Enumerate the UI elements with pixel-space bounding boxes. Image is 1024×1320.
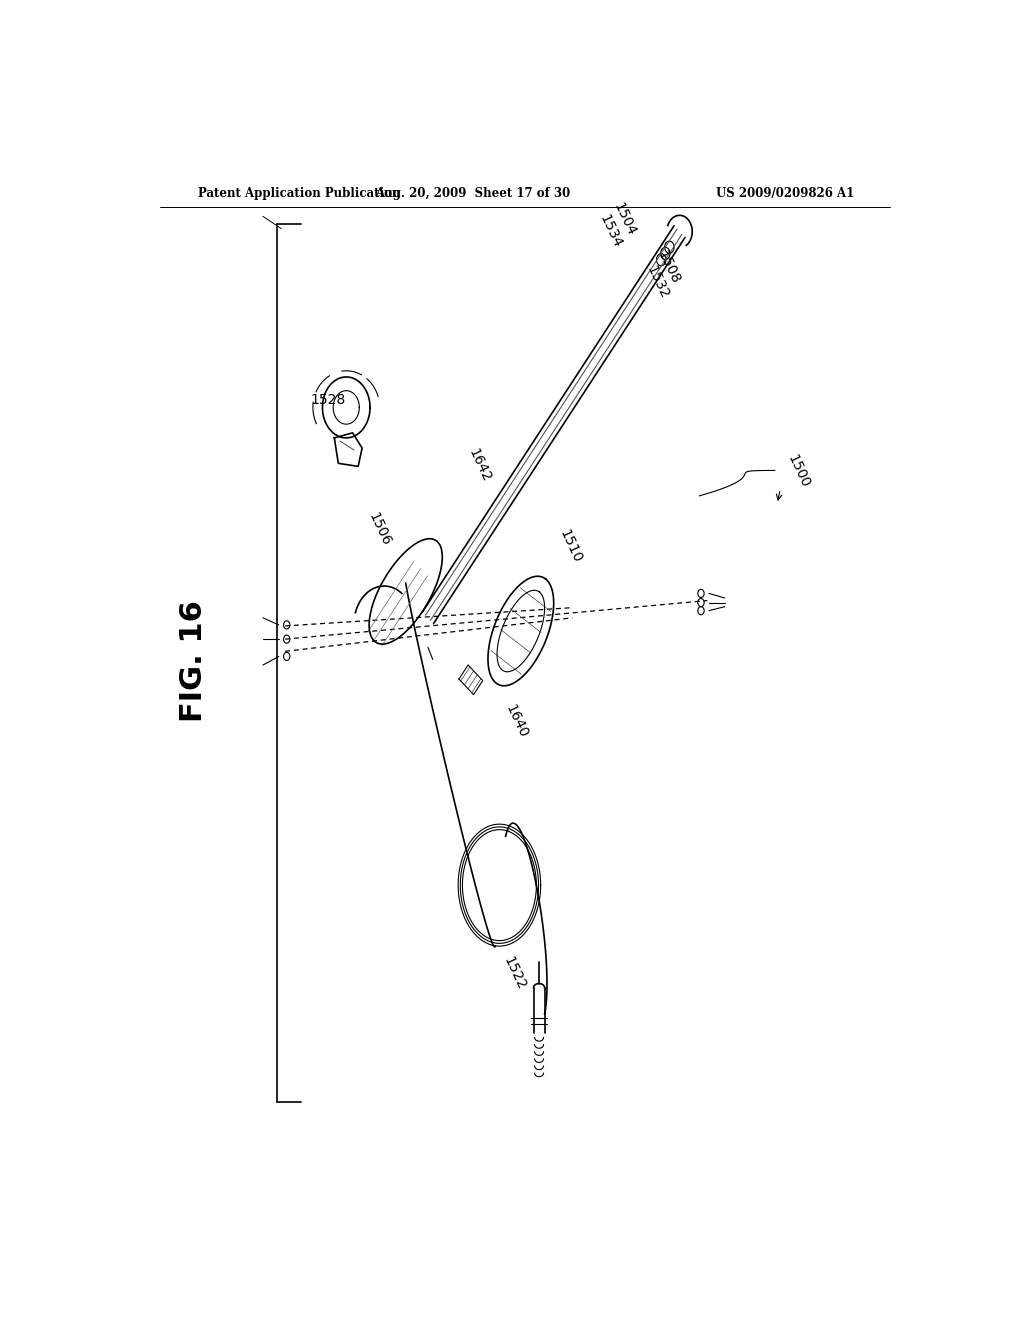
Text: 1642: 1642 [466,446,494,484]
Text: Patent Application Publication: Patent Application Publication [198,187,400,201]
Text: 1510: 1510 [556,528,584,565]
Text: Aug. 20, 2009  Sheet 17 of 30: Aug. 20, 2009 Sheet 17 of 30 [376,187,570,201]
Text: 1504: 1504 [611,201,639,238]
Text: 1532: 1532 [643,264,671,301]
Text: FIG. 16: FIG. 16 [178,601,208,722]
Text: 1528: 1528 [310,393,346,408]
Text: 1534: 1534 [597,213,625,251]
Text: 1506: 1506 [366,511,393,548]
Text: 1500: 1500 [784,453,812,490]
Text: 1522: 1522 [501,954,528,993]
Text: US 2009/0209826 A1: US 2009/0209826 A1 [716,187,854,201]
Text: 1508: 1508 [654,248,682,286]
Text: 1640: 1640 [503,702,530,741]
